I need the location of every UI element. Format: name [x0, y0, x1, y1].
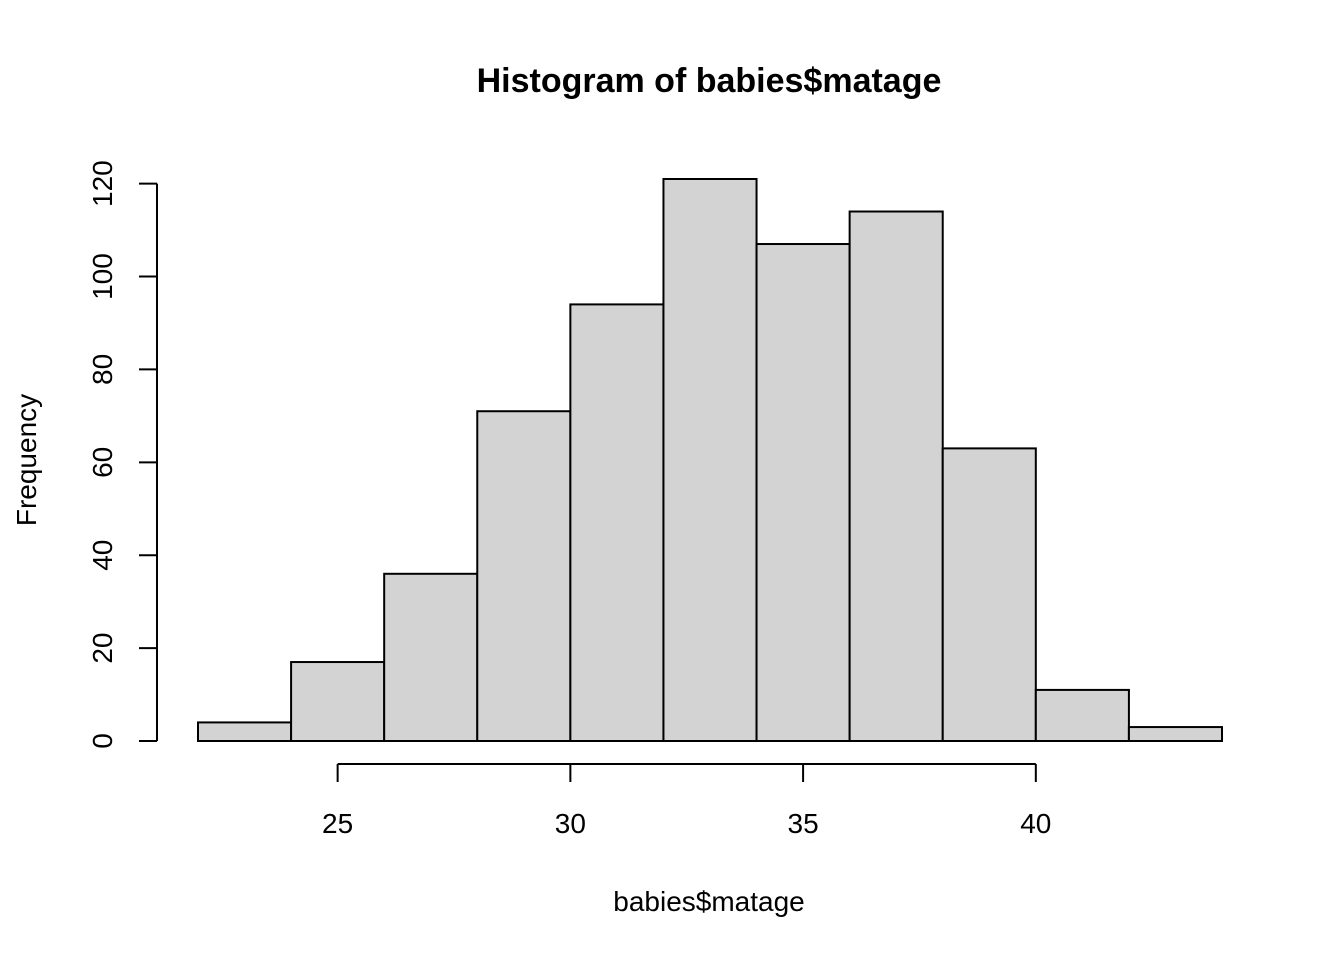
histogram-bar-9: [1034, 688, 1130, 743]
bars-group: [197, 178, 1223, 743]
y-tick-label-1: 20: [87, 633, 118, 664]
histogram-bar-5: [662, 178, 758, 742]
y-tick-label-0: 0: [87, 733, 118, 749]
x-tick-label-3: 40: [1020, 808, 1051, 839]
y-axis-label: Frequency: [11, 394, 42, 526]
y-tick-label-4: 80: [87, 354, 118, 385]
y-axis: 0 20 40 60 80 100 120: [87, 160, 158, 749]
histogram-bar-7: [848, 210, 944, 742]
histogram-bar-6: [755, 243, 851, 743]
y-tick-label-6: 120: [87, 160, 118, 207]
x-tick-label-1: 30: [555, 808, 586, 839]
histogram-bar-0: [197, 721, 293, 743]
chart-title: Histogram of babies$matage: [477, 62, 942, 100]
histogram-bar-8: [941, 447, 1037, 742]
x-tick-label-2: 35: [788, 808, 819, 839]
histogram-bar-3: [476, 410, 572, 742]
x-tick-label-0: 25: [322, 808, 353, 839]
x-axis-label: babies$matage: [613, 886, 804, 917]
y-tick-label-2: 40: [87, 540, 118, 571]
histogram-bar-1: [290, 661, 386, 742]
y-tick-label-5: 100: [87, 253, 118, 300]
histogram-bar-10: [1127, 726, 1223, 742]
y-tick-label-3: 60: [87, 447, 118, 478]
histogram-bar-4: [569, 303, 665, 742]
histogram-bar-2: [383, 572, 479, 742]
x-axis: 25 30 35 40: [322, 763, 1051, 839]
